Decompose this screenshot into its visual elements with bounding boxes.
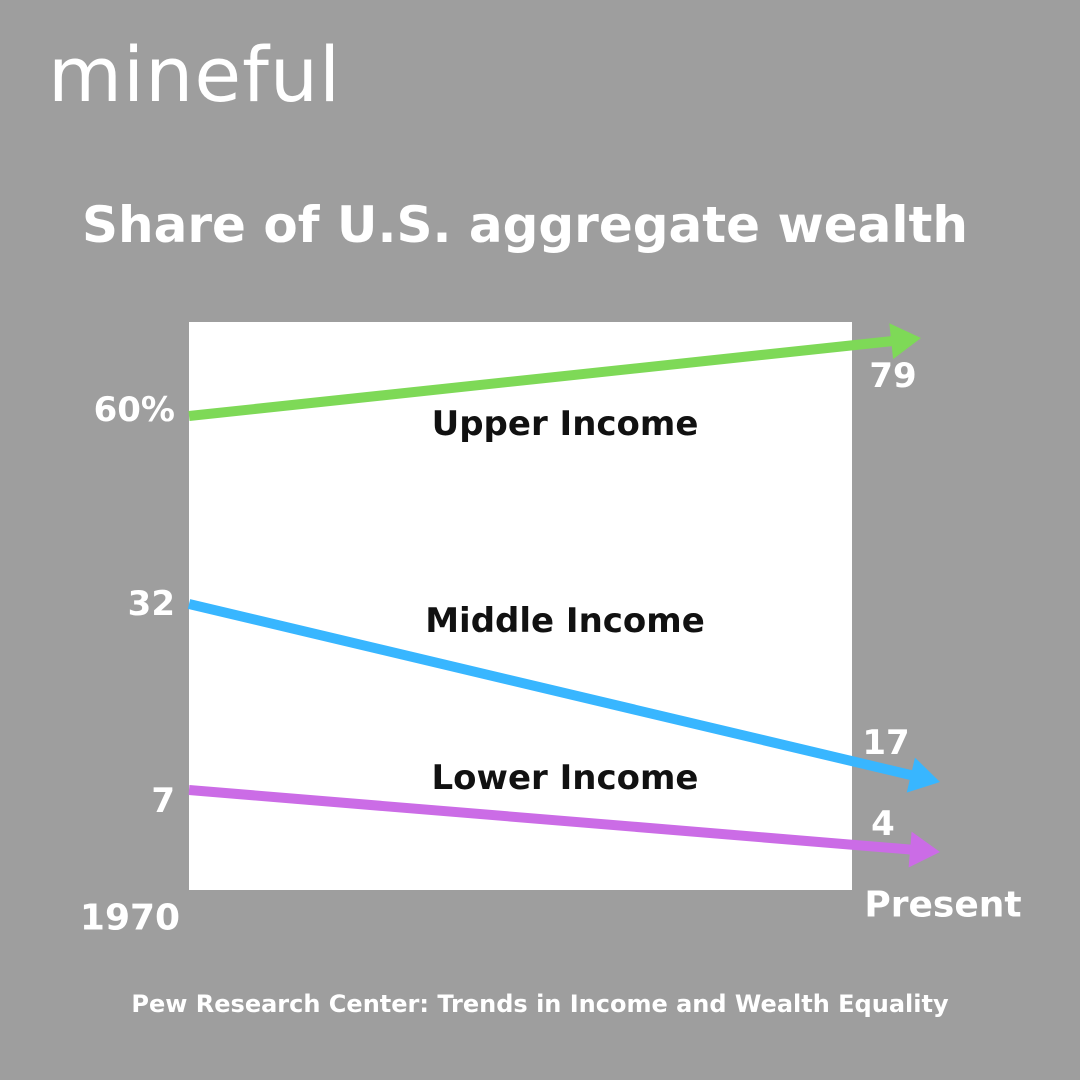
start-value-label: 7: [151, 781, 175, 821]
series-name-label: Lower Income: [432, 758, 699, 798]
series-upper-income: [188, 323, 921, 421]
end-value-label: 17: [862, 723, 909, 763]
chart-title: Share of U.S. aggregate wealth: [82, 196, 968, 254]
arrow-head: [908, 831, 940, 868]
arrow-head: [906, 757, 940, 793]
series-line: [187, 599, 914, 781]
end-value-label: 79: [869, 356, 916, 396]
series-name-label: Middle Income: [425, 601, 705, 641]
series-line: [188, 785, 913, 855]
source-note: Pew Research Center: Trends in Income an…: [131, 990, 949, 1018]
series-lower-income: [188, 785, 940, 868]
x-tick-label: 1970: [80, 898, 180, 939]
mineful-logo: mineful: [48, 30, 342, 119]
x-tick-label: Present: [864, 885, 1021, 926]
end-value-label: 4: [871, 804, 895, 844]
start-value-label: 32: [128, 584, 175, 624]
series-name-label: Upper Income: [432, 404, 699, 444]
series-layer: [187, 323, 940, 868]
label-layer: 60% 79 Upper Income 32 17 Middle Income 7 4 Lowe…: [80, 356, 1022, 939]
start-value-label: 60%: [94, 390, 175, 430]
series-line: [188, 335, 894, 421]
arrow-head: [889, 323, 921, 360]
series-middle-income: [187, 599, 940, 793]
